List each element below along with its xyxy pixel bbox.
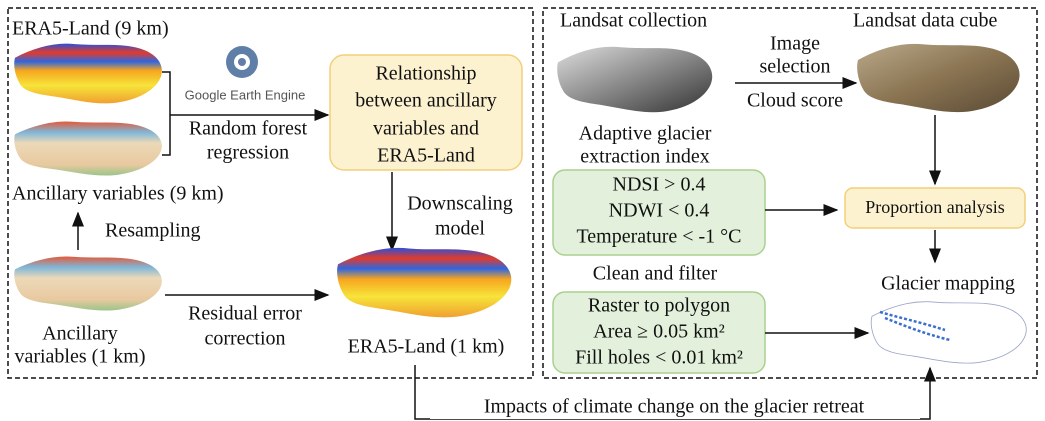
label: Adaptive glacier [579,123,712,145]
bracket [162,71,171,156]
label: Area ≥ 0.05 km² [593,321,724,343]
label: Landsat collection [560,10,707,32]
label: selection [759,56,830,78]
map [337,247,512,318]
map [14,121,162,176]
label: variables (1 km) [14,346,145,368]
label: Downscaling [407,193,513,215]
label: Cloud score [747,90,843,112]
box [844,187,1026,229]
map [14,43,162,104]
label: Clean and filter [593,263,718,285]
label: Glacier mapping [881,273,1015,295]
label: Residual error [188,303,302,325]
glacier-map [870,301,1027,364]
left-panel [7,7,534,379]
label: Ancillary variables (9 km) [12,183,224,205]
label: variables and [373,118,479,140]
gee-label: Google Earth Engine [185,87,306,102]
gee-icon [226,46,258,78]
map [14,256,162,311]
map [857,43,1020,113]
label: Random forest [189,118,308,140]
footer-label: Impacts of climate change on the glacier… [484,396,865,418]
label: ERA5-Land [377,145,475,167]
label: Landsat data cube [853,10,997,32]
label: extraction index [580,146,709,168]
label: Temperature < -1 °C [576,226,741,248]
label: Raster to polygon [588,295,730,317]
label: Proportion analysis [865,197,1005,217]
label: regression [207,142,289,164]
label: Ancillary [42,323,118,345]
box [552,169,766,256]
label: Resampling [105,220,201,242]
label: NDSI > 0.4 [613,174,706,196]
label: Relationship [375,63,476,85]
label: ERA5-Land (9 km) [12,18,169,40]
box [329,54,523,171]
label: correction [204,328,285,350]
label: model [435,218,485,240]
label: Fill holes < 0.01 km² [575,347,743,369]
label: ERA5-Land (1 km) [348,336,505,358]
label-bg [430,395,920,419]
label: NDWI < 0.4 [609,200,710,222]
label: Image [770,33,820,55]
label: between ancillary [355,90,497,112]
map [557,46,713,113]
